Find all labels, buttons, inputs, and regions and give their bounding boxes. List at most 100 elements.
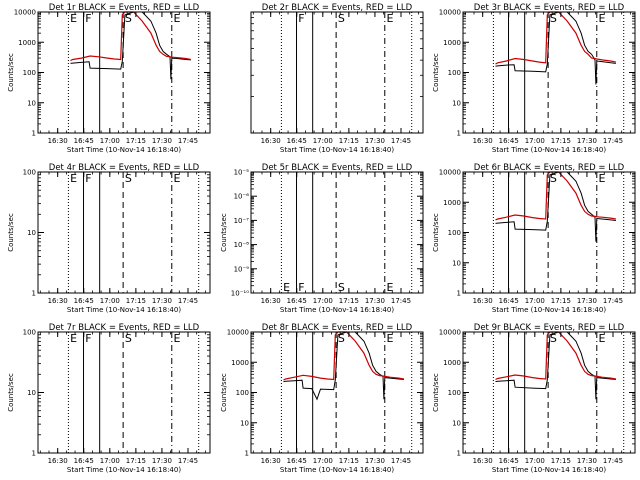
x-tick-label: 17:00 (313, 137, 333, 145)
panel-title: Det 4r BLACK = Events, RED = LLD (49, 163, 200, 173)
event-marker-label: F (85, 12, 91, 25)
x-tick-label: 16:30 (48, 457, 68, 465)
event-marker-label: F (85, 172, 91, 185)
event-marker-label: S (125, 12, 132, 25)
y-tick-label: 10 (27, 389, 36, 397)
y-tick-label: 10⁻⁷ (234, 217, 250, 225)
plot-frame (37, 331, 211, 454)
plot-frame (250, 171, 424, 294)
x-tick-label: 16:30 (48, 137, 68, 145)
y-tick-label: 10 (452, 99, 461, 107)
panel-title: Det 8r BLACK = Events, RED = LLD (262, 323, 413, 333)
y-tick-label: 10⁻⁵ (234, 169, 250, 177)
x-tick-label: 16:30 (261, 137, 281, 145)
x-tick-label: 17:00 (100, 297, 120, 305)
lld-series-line (70, 11, 192, 62)
x-tick-label: 17:30 (152, 137, 172, 145)
y-tick-label: 100 (236, 389, 249, 397)
x-tick-label: 17:15 (339, 137, 359, 145)
y-tick-label: 1 (457, 290, 461, 298)
x-tick-label: 17:45 (178, 457, 198, 465)
x-axis-label: Start Time (10-Nov-14 16:18:40) (492, 306, 606, 314)
panel-title: Det 5r BLACK = Events, RED = LLD (262, 163, 413, 173)
event-marker-label: S (125, 332, 132, 345)
x-tick-label: 17:15 (126, 137, 146, 145)
x-tick-label: 17:45 (178, 297, 198, 305)
y-tick-label: 10⁻⁶ (234, 193, 250, 201)
event-marker-label: S (338, 281, 345, 294)
panel-det-5: 10⁻¹⁰ 10⁻⁹ 10⁻⁸ 10⁻⁷ 10⁻⁶ 10⁻⁵ 16:30 16:45 17:00… (220, 163, 424, 314)
x-tick-label: 17:45 (603, 297, 623, 305)
x-tick-label: 17:30 (365, 297, 385, 305)
y-tick-label: 100 (448, 229, 461, 237)
event-marker-label: S (338, 332, 345, 345)
y-tick-label: 1000 (18, 39, 36, 47)
x-tick-label: 17:00 (313, 457, 333, 465)
y-tick-label: 10 (452, 419, 461, 427)
x-tick-label: 17:30 (577, 297, 597, 305)
x-axis-label: Start Time (10-Nov-14 16:18:40) (492, 146, 606, 154)
x-tick-label: 17:15 (551, 457, 571, 465)
event-marker-label: E (283, 281, 290, 294)
y-tick-label: 1000 (443, 359, 461, 367)
event-marker-label: E (174, 332, 181, 345)
y-tick-label: 10⁻⁸ (234, 241, 250, 249)
event-marker-label: E (599, 332, 606, 345)
y-tick-label: 10000 (439, 9, 461, 17)
y-tick-label: 100 (23, 169, 36, 177)
event-marker-label: E (599, 172, 606, 185)
panel-title: Det 7r BLACK = Events, RED = LLD (49, 323, 200, 333)
y-tick-label: 10 (27, 229, 36, 237)
x-tick-label: 17:00 (100, 137, 120, 145)
x-tick-label: 17:00 (525, 137, 545, 145)
event-marker-label: E (70, 332, 77, 345)
event-marker-label: S (550, 172, 557, 185)
x-tick-label: 16:45 (287, 137, 307, 145)
event-marker-label: S (338, 12, 345, 25)
event-marker-label: E (70, 172, 77, 185)
x-tick-label: 17:45 (178, 137, 198, 145)
x-tick-label: 17:00 (313, 297, 333, 305)
x-tick-label: 17:00 (525, 297, 545, 305)
y-tick-label: 10000 (14, 9, 36, 17)
y-tick-label: 1 (32, 290, 36, 298)
x-tick-label: 16:45 (74, 457, 94, 465)
panel-det-6: 1 10 100 1000 10000 16:30 16:45 17:00 17:15 17:30… (432, 163, 636, 314)
lld-series-line (495, 171, 617, 221)
plot-frame (250, 11, 424, 134)
x-tick-label: 16:45 (499, 297, 519, 305)
event-marker-label: E (387, 12, 394, 25)
events-series-line (70, 11, 191, 80)
y-tick-label: 1000 (443, 199, 461, 207)
x-axis-label: Start Time (10-Nov-14 16:18:40) (67, 466, 181, 474)
x-tick-label: 17:15 (339, 457, 359, 465)
y-tick-label: 1 (457, 450, 461, 458)
events-series-line (495, 331, 616, 400)
lld-series-line (495, 11, 617, 65)
x-tick-label: 16:45 (499, 137, 519, 145)
y-axis-label: Counts/sec (7, 53, 15, 92)
y-tick-label: 100 (448, 389, 461, 397)
x-tick-label: 17:00 (100, 457, 120, 465)
lld-series-line (283, 331, 405, 381)
y-tick-label: 10000 (439, 329, 461, 337)
x-tick-label: 17:15 (126, 297, 146, 305)
y-tick-label: 1000 (231, 359, 249, 367)
x-tick-label: 16:30 (473, 457, 493, 465)
y-tick-label: 1 (32, 450, 36, 458)
events-series-line (495, 11, 616, 85)
panel-title: Det 6r BLACK = Events, RED = LLD (474, 163, 625, 173)
y-axis-label: Counts/sec (432, 213, 440, 252)
event-marker-label: F (85, 332, 91, 345)
x-axis-label: Start Time (10-Nov-14 16:18:40) (280, 306, 394, 314)
x-tick-label: 17:45 (391, 457, 411, 465)
y-tick-label: 100 (23, 329, 36, 337)
x-axis-label: Start Time (10-Nov-14 16:18:40) (280, 146, 394, 154)
y-tick-label: 1 (245, 450, 249, 458)
panel-det-2: 16:30 16:45 17:00 17:15 17:30 17:45 Det 2r BLA… (250, 3, 424, 154)
y-tick-label: 100 (448, 69, 461, 77)
y-axis-label: Counts/sec (220, 373, 228, 412)
y-axis-label: Counts/sec (220, 213, 228, 252)
x-tick-label: 16:30 (261, 297, 281, 305)
event-marker-label: S (550, 332, 557, 345)
